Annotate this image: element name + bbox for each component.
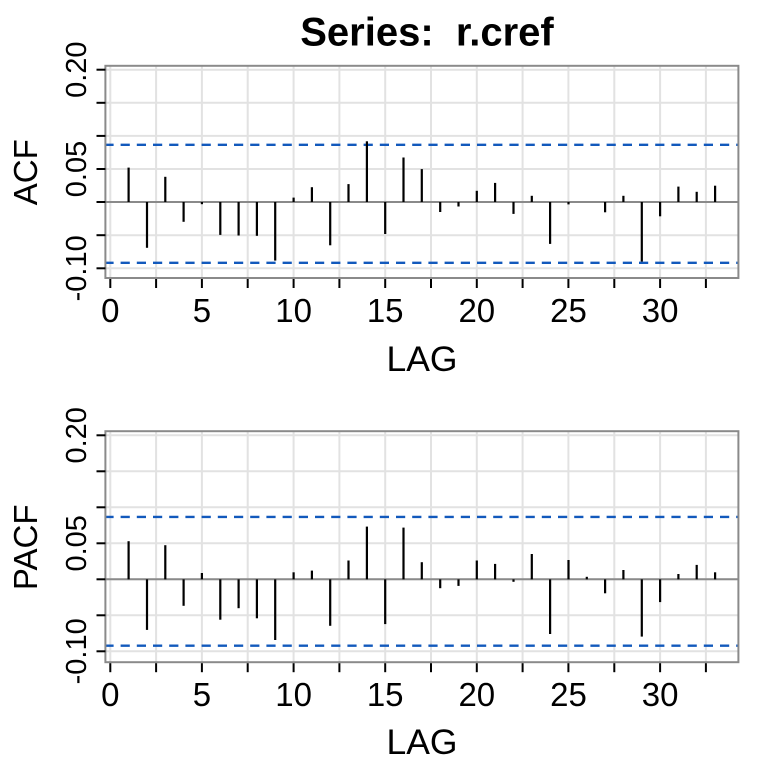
svg-text:5: 5 [193, 292, 211, 329]
svg-text:20: 20 [458, 292, 495, 329]
svg-text:0: 0 [101, 292, 119, 329]
svg-text:PACF: PACF [7, 505, 44, 591]
svg-text:0: 0 [101, 676, 119, 713]
svg-text:25: 25 [550, 676, 587, 713]
svg-text:10: 10 [275, 292, 312, 329]
svg-text:-0.10: -0.10 [61, 618, 93, 684]
svg-text:0.05: 0.05 [61, 141, 93, 197]
svg-text:LAG: LAG [386, 339, 457, 379]
svg-text:30: 30 [642, 292, 679, 329]
svg-text:0.20: 0.20 [61, 407, 93, 463]
svg-text:5: 5 [193, 676, 211, 713]
svg-text:30: 30 [642, 676, 679, 713]
svg-text:25: 25 [550, 292, 587, 329]
svg-text:10: 10 [275, 676, 312, 713]
svg-text:0.20: 0.20 [61, 41, 93, 97]
svg-text:20: 20 [458, 676, 495, 713]
svg-text:Series: r.cref: Series: r.cref [300, 11, 554, 55]
svg-text:15: 15 [367, 676, 404, 713]
svg-text:ACF: ACF [7, 139, 44, 205]
svg-text:-0.10: -0.10 [61, 235, 93, 301]
svg-text:LAG: LAG [386, 722, 457, 762]
svg-text:15: 15 [367, 292, 404, 329]
svg-text:0.05: 0.05 [61, 515, 93, 571]
